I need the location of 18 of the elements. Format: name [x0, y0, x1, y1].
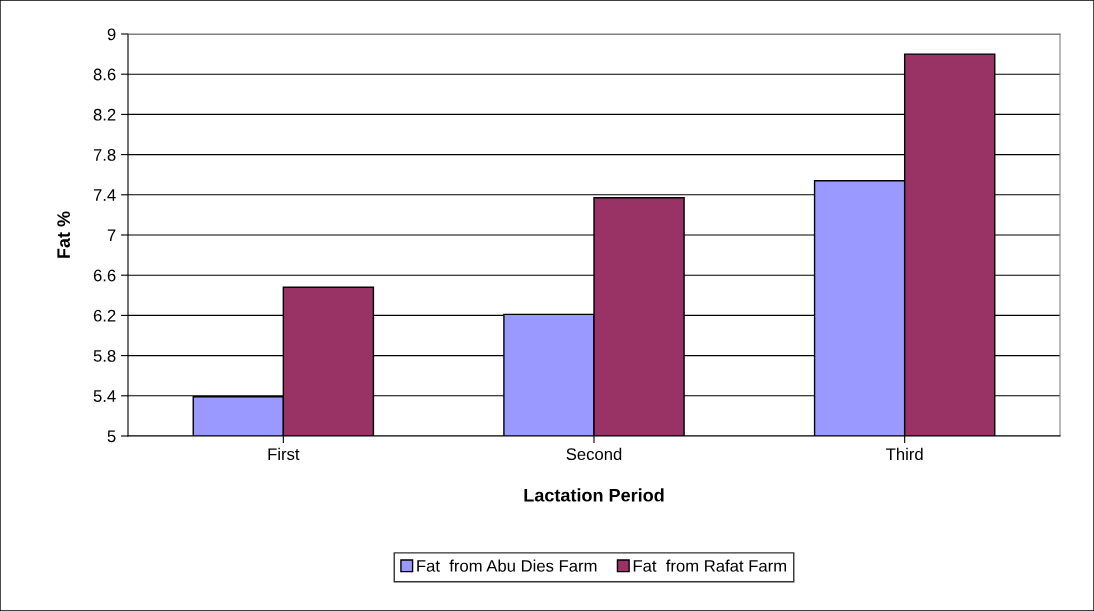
y-axis-title: Fat %	[57, 211, 71, 258]
y-tick-label: 6.2	[93, 309, 116, 322]
y-tick-label: 7	[107, 229, 116, 242]
legend-label: Fat from Rafat Farm	[633, 559, 786, 572]
y-tick-label: 5.8	[93, 350, 116, 362]
y-tick-label: 6.6	[93, 269, 116, 282]
x-axis-title: Lactation Period	[524, 488, 664, 502]
x-tick-label: Second	[566, 447, 622, 461]
y-tick-label: 8.2	[93, 108, 116, 121]
legend-label: Fat from Abu Dies Farm	[417, 559, 597, 572]
y-tick-label: 7.4	[93, 189, 116, 201]
x-tick-label: First	[268, 447, 300, 461]
y-tick-label: 8.6	[93, 68, 116, 81]
y-tick-label: 5	[107, 430, 116, 443]
y-tick-label: 7.8	[93, 149, 116, 161]
y-tick-label: 9	[107, 28, 116, 41]
y-tick-label: 5.4	[93, 390, 116, 402]
x-tick-label: Third	[886, 447, 923, 461]
